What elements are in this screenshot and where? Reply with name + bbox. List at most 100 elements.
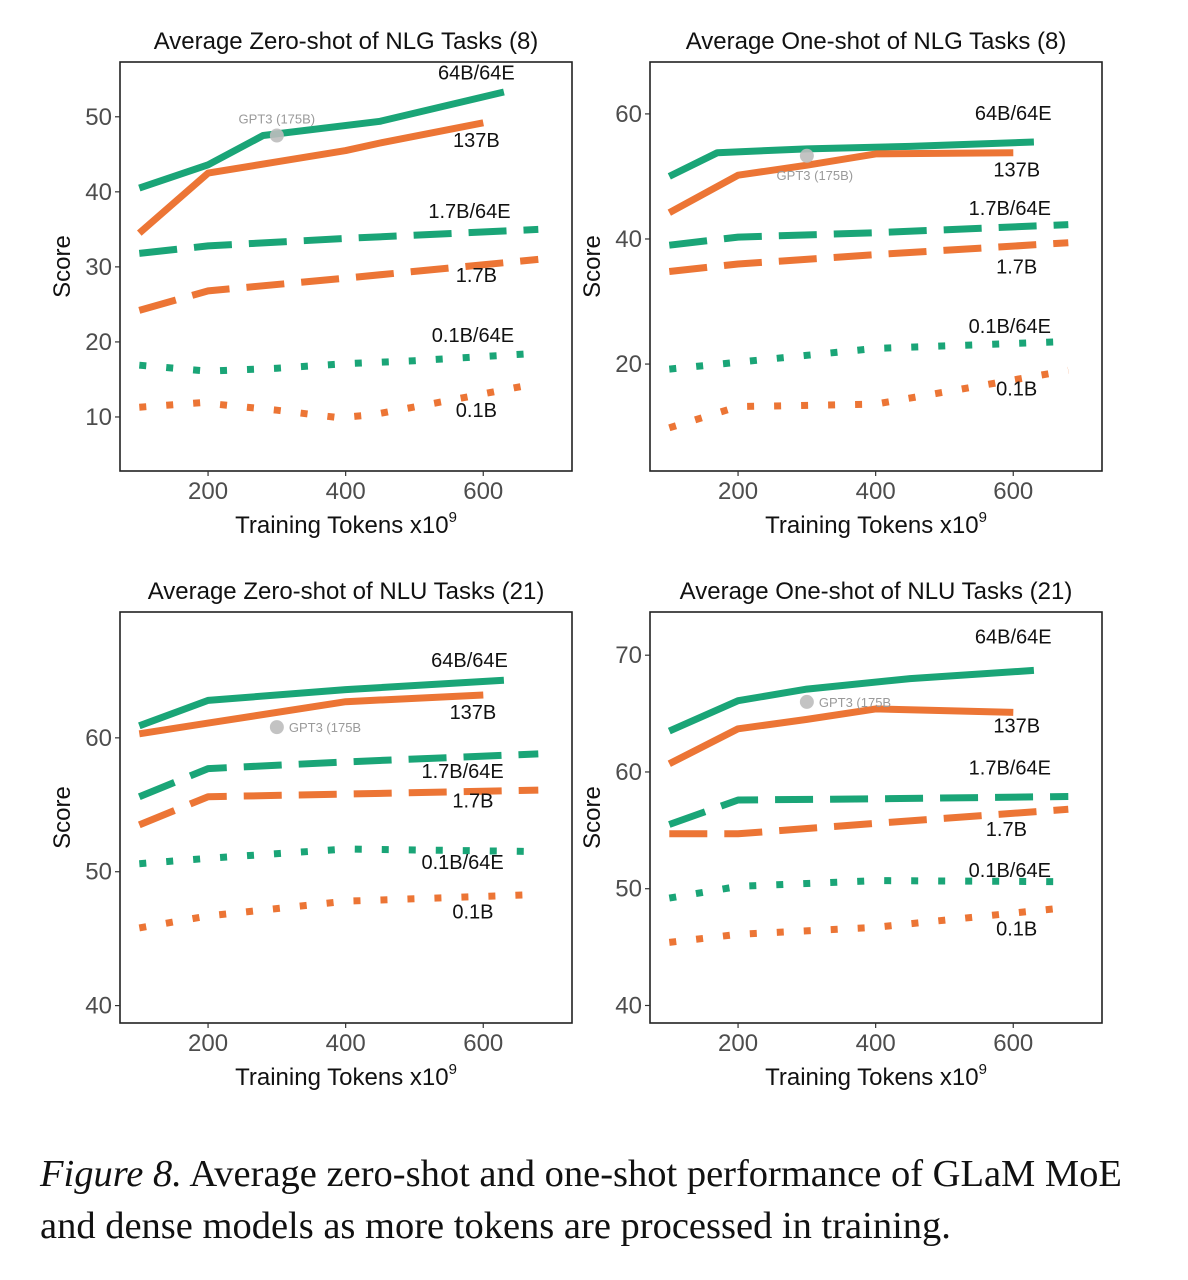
x-tick-label: 400: [856, 1030, 896, 1057]
y-tick-label: 50: [85, 859, 112, 886]
series-line-64b-64e: [138, 676, 505, 730]
gpt3-point: [269, 720, 284, 735]
series-label: 137B: [450, 702, 497, 724]
x-axis-label-superscript: 9: [449, 1061, 457, 1078]
series-label: 1.7B/64E: [421, 761, 503, 783]
x-axis-label-text: Training Tokens x10: [765, 1064, 978, 1091]
series-label: 0.1B/64E: [969, 316, 1051, 338]
x-axis-label: Training Tokens x109: [765, 1061, 987, 1091]
x-tick-label: 600: [993, 478, 1033, 505]
y-tick-label: 40: [615, 226, 642, 253]
series-label: 0.1B/64E: [432, 325, 514, 347]
x-tick-label: 400: [326, 478, 366, 505]
gpt3-label: GPT3 (175B): [777, 168, 854, 183]
x-axis-label-superscript: 9: [979, 1061, 987, 1078]
series-label: 0.1B: [996, 378, 1037, 400]
chart-title: Average One-shot of NLU Tasks (21): [680, 578, 1073, 605]
x-axis-label: Training Tokens x109: [235, 1061, 457, 1091]
gpt3-label: GPT3 (175B: [819, 695, 891, 710]
series-label: 137B: [993, 715, 1040, 737]
chart-panel-4: Average One-shot of NLU Tasks (21) GPT3 (…: [579, 578, 1103, 1091]
series-line-1-7b-64e: [668, 221, 1069, 249]
plot-frame: [649, 611, 1103, 1024]
x-axis-label-text: Training Tokens x10: [765, 512, 978, 539]
y-tick-label: 50: [615, 876, 642, 903]
chart-title: Average Zero-shot of NLG Tasks (8): [154, 28, 539, 55]
caption-text: Average zero-shot and one-shot performan…: [40, 1153, 1122, 1247]
y-tick-label: 50: [85, 104, 112, 131]
caption-label: Figure 8.: [40, 1153, 182, 1195]
x-axis-label-superscript: 9: [979, 509, 987, 526]
series-line-0-1b-64e: [138, 349, 539, 375]
series-label: 137B: [453, 130, 500, 152]
y-tick-label: 20: [615, 351, 642, 378]
series-line-1-7b-64e: [668, 793, 1069, 828]
x-tick-label: 400: [326, 1030, 366, 1057]
y-tick-label: 30: [85, 254, 112, 281]
series-label: 0.1B: [996, 918, 1037, 940]
series-label: 1.7B/64E: [969, 757, 1051, 779]
y-tick-label: 60: [615, 759, 642, 786]
chart-panel-2: Average One-shot of NLG Tasks (8) GPT3 (1…: [579, 28, 1103, 539]
y-axis-label: Score: [579, 235, 606, 298]
series-line-64b-64e: [667, 666, 1035, 735]
x-tick-label: 600: [463, 478, 503, 505]
x-axis-label: Training Tokens x109: [235, 509, 457, 539]
series-label: 0.1B: [452, 902, 493, 924]
gpt3-label: GPT3 (175B: [289, 720, 361, 735]
series-label: 0.1B/64E: [969, 860, 1051, 882]
y-axis-label: Score: [579, 786, 606, 849]
series-line-137b: [667, 705, 1014, 767]
series-label: 1.7B: [986, 819, 1027, 841]
y-tick-label: 10: [85, 404, 112, 431]
x-tick-label: 200: [718, 1030, 758, 1057]
y-tick-label: 60: [615, 101, 642, 128]
series-label: 0.1B: [456, 400, 497, 422]
y-tick-label: 40: [85, 179, 112, 206]
series-line-137b: [667, 149, 1014, 216]
series-line-0-1b-64e: [668, 877, 1069, 902]
x-tick-label: 200: [188, 1030, 228, 1057]
chart-panel-3: Average Zero-shot of NLU Tasks (21) GPT3 …: [49, 578, 573, 1091]
figure-panels: Average Zero-shot of NLG Tasks (8) GPT3 (…: [49, 28, 1103, 1091]
series-line-1-7b: [669, 805, 1069, 838]
series-label: 64B/64E: [431, 650, 508, 672]
series-line-1-7b-64e: [138, 225, 539, 257]
x-tick-label: 200: [188, 478, 228, 505]
series-line-1-7b: [668, 239, 1069, 275]
plot-frame: [119, 611, 573, 1024]
y-tick-label: 40: [615, 992, 642, 1019]
x-tick-label: 400: [856, 478, 896, 505]
series-line-0-1b-64e: [668, 338, 1069, 373]
gpt3-point: [799, 148, 814, 163]
plot-area: [136, 88, 539, 422]
y-tick-label: 40: [85, 993, 112, 1020]
chart-title: Average One-shot of NLG Tasks (8): [686, 28, 1067, 55]
chart-title: Average Zero-shot of NLU Tasks (21): [148, 578, 545, 605]
x-tick-label: 200: [718, 478, 758, 505]
x-axis-label: Training Tokens x109: [765, 509, 987, 539]
plot-area: [667, 666, 1069, 946]
x-tick-label: 600: [993, 1030, 1033, 1057]
series-label: 64B/64E: [975, 627, 1052, 649]
series-label: 1.7B: [996, 256, 1037, 278]
series-label: 64B/64E: [438, 62, 515, 84]
y-axis-label: Score: [49, 786, 76, 849]
series-label: 1.7B: [456, 265, 497, 287]
series-label: 0.1B/64E: [421, 852, 503, 874]
series-line-0-1b: [668, 366, 1069, 432]
x-axis-label-text: Training Tokens x10: [235, 512, 448, 539]
series-label: 1.7B/64E: [969, 198, 1051, 220]
gpt3-label: GPT3 (175B): [239, 112, 316, 127]
y-tick-label: 60: [85, 725, 112, 752]
gpt3-point: [269, 128, 284, 143]
series-label: 1.7B: [452, 790, 493, 812]
series-line-64b-64e: [138, 88, 505, 192]
series-line-0-1b: [138, 891, 539, 932]
series-line-1-7b-64e: [137, 750, 539, 800]
chart-panel-1: Average Zero-shot of NLG Tasks (8) GPT3 (…: [49, 28, 573, 539]
plot-area: [137, 676, 539, 932]
y-axis-label: Score: [49, 235, 76, 298]
y-tick-label: 20: [85, 329, 112, 356]
series-line-0-1b: [668, 903, 1069, 946]
